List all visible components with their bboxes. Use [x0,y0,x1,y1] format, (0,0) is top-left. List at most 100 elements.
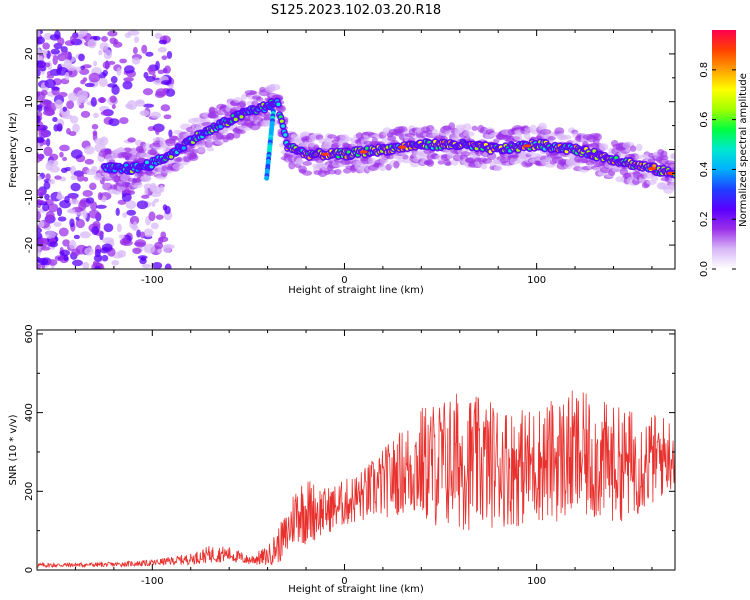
heatmap-noise-cell [85,197,95,204]
heatmap-noise-cell [89,182,97,191]
heatmap-noise-cell [164,263,172,269]
heatmap-noise-cell [43,146,53,157]
heatmap-halo-cell [121,181,131,188]
heatmap-noise-cell [155,60,160,71]
heatmap-halo-cell [425,124,435,132]
spectrogram-ytick-label: -10 [24,189,35,205]
heatmap-noise-cell [84,82,95,88]
heatmap-noise-cell [111,104,116,110]
heatmap-noise-cell [57,53,67,62]
heatmap-noise-cell [63,59,73,68]
heatmap-halo-cell [288,161,296,170]
heatmap-noise-cell [160,231,167,239]
heatmap-noise-cell [37,142,41,147]
heatmap-halo-cell [249,90,258,95]
heatmap-noise-cell [143,228,154,238]
heatmap-halo-cell [509,156,520,165]
heatmap-noise-cell [107,83,118,88]
heatmap-noise-cell [66,100,75,110]
heatmap-halo-cell [378,163,387,172]
heatmap-halo-cell [426,159,435,167]
heatmap-halo-cell [196,148,206,153]
heatmap-halo-cell [572,161,581,168]
heatmap-halo-cell [226,132,235,141]
heatmap-noise-cell [47,102,57,112]
heatmap-noise-cell [50,48,61,55]
heatmap-noise-cell [139,109,150,117]
heatmap-noise-cell [45,138,51,147]
heatmap-noise-cell [100,110,111,116]
heatmap-halo-cell [493,165,503,172]
heatmap-halo-cell [191,148,199,154]
spectrogram-ytick-label: -20 [24,237,35,253]
heatmap-noise-cell [54,99,63,110]
heatmap-noise-cell [70,35,77,42]
heatmap-noise-cell [149,184,158,193]
heatmap-noise-cell [49,241,58,248]
snr-series-line [37,390,675,569]
heatmap-noise-cell [57,216,67,222]
heatmap-noise-cell [72,123,80,133]
heatmap-noise-cell [145,75,156,82]
colorbar-tick-label: 0.2 [699,211,710,227]
heatmap-noise-cell [158,39,167,45]
heatmap-noise-cell [70,182,81,192]
heatmap-noise-cell [103,223,114,233]
heatmap-noise-cell [119,238,129,246]
heatmap-halo-cell [264,119,271,125]
heatmap-noise-cell [148,69,156,75]
heatmap-halo-cell [102,182,113,191]
heatmap-halo-cell [480,162,488,170]
heatmap-noise-cell [88,209,100,219]
heatmap-halo-cell [629,145,637,152]
heatmap-noise-cell [37,60,47,69]
heatmap-noise-cell [140,256,146,262]
heatmap-noise-cell [93,60,98,67]
heatmap-noise-cell [163,114,172,120]
heatmap-halo-cell [593,133,602,141]
heatmap-noise-cell [102,61,111,69]
heatmap-noise-cell [48,178,55,185]
heatmap-noise-cell [111,260,120,266]
heatmap-noise-cell [59,151,64,158]
heatmap-noise-cell [37,249,41,257]
heatmap-noise-cell [37,137,45,143]
spectrogram-ytick-label: 20 [24,48,35,61]
heatmap-halo-cell [206,146,215,152]
heatmap-noise-cell [82,209,88,220]
heatmap-noise-cell [73,234,80,240]
heatmap-noise-cell [125,103,133,109]
snr-ytick-label: 400 [24,403,35,422]
heatmap-noise-cell [91,226,100,236]
spectrogram-xtick-label: 0 [341,275,347,286]
snr-ylabel: SNR (10 * v/v) [8,414,19,485]
snr-panel: -100 0 100 0 200 400 600 Height of straight li… [8,324,676,595]
heatmap-halo-cell [327,169,337,175]
heatmap-noise-cell [159,185,165,193]
heatmap-ridge-cell [279,119,284,124]
heatmap-noise-cell [83,176,89,182]
heatmap-noise-cell [40,246,51,251]
spectrogram-ytick-label: 0 [24,146,35,152]
heatmap-noise-cell [59,199,71,209]
heatmap-noise-cell [143,71,149,79]
snr-ticks: -100 0 100 0 200 400 600 [24,324,675,587]
heatmap-noise-cell [68,208,76,214]
heatmap-ridge-cell [652,164,657,168]
heatmap-noise-cell [37,115,41,124]
heatmap-noise-cell [118,234,125,239]
snr-xtick-label: -100 [141,576,164,587]
heatmap-noise-cell [129,215,140,225]
heatmap-noise-cell [98,77,108,88]
heatmap-noise-cell [60,167,68,174]
heatmap-noise-cell [150,222,159,230]
heatmap-peak-cell [321,152,330,156]
heatmap-noise-cell [62,113,73,120]
heatmap-halo-cell [668,183,675,191]
heatmap-noise-cell [131,57,141,65]
heatmap-noise-cell [37,91,46,101]
heatmap-noise-cell [127,137,136,143]
heatmap-noise-cell [142,88,154,96]
